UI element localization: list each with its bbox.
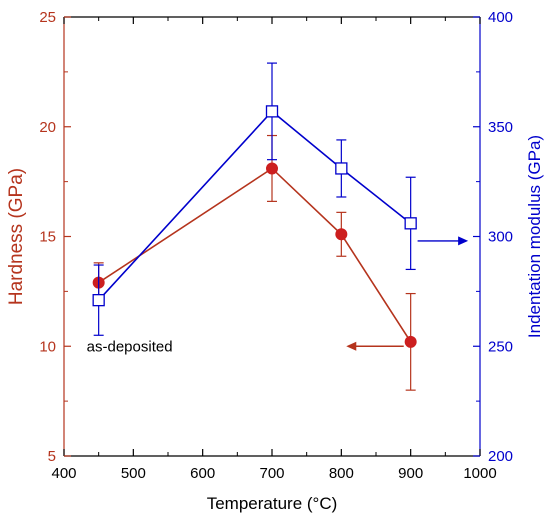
y-left-tick-label: 5: [48, 448, 56, 465]
y-right-tick-label: 400: [488, 9, 513, 26]
hardness-point: [404, 335, 417, 348]
hardness-series-line: [98, 167, 412, 343]
hardness-point: [266, 162, 278, 175]
x-tick-label: 700: [259, 465, 284, 482]
y-right-tick-label: 300: [488, 229, 513, 246]
modulus-point: [265, 105, 279, 118]
hardness-axis-arrow-head: [346, 341, 357, 351]
modulus-point: [404, 217, 417, 230]
y-right-axis-title: Indentation modulus (GPa): [525, 135, 544, 338]
x-tick-label: 600: [190, 465, 215, 482]
y-right-tick-label: 350: [488, 119, 513, 136]
hardness-point: [335, 228, 348, 241]
x-tick-label: 900: [398, 465, 423, 482]
x-tick-label: 400: [51, 465, 76, 482]
as-deposited-label: as-deposited: [87, 338, 173, 355]
modulus-axis-arrow-head: [458, 236, 469, 246]
y-right-tick-label: 250: [488, 338, 513, 355]
y-left-axis-title: Hardness (GPa): [6, 168, 27, 305]
x-axis-title: Temperature (°C): [207, 494, 338, 513]
y-right-tick-label: 200: [488, 448, 513, 465]
x-tick-label: 800: [329, 465, 354, 482]
modulus-point: [92, 294, 105, 307]
y-left-tick-label: 10: [39, 338, 56, 355]
y-left-tick-label: 15: [39, 229, 56, 246]
x-tick-label: 1000: [463, 465, 496, 482]
x-tick-label: 500: [121, 465, 146, 482]
y-left-tick-label: 20: [39, 119, 56, 136]
y-left-tick-label: 25: [39, 9, 56, 26]
modulus-series-line: [98, 110, 412, 301]
modulus-point: [335, 162, 348, 175]
